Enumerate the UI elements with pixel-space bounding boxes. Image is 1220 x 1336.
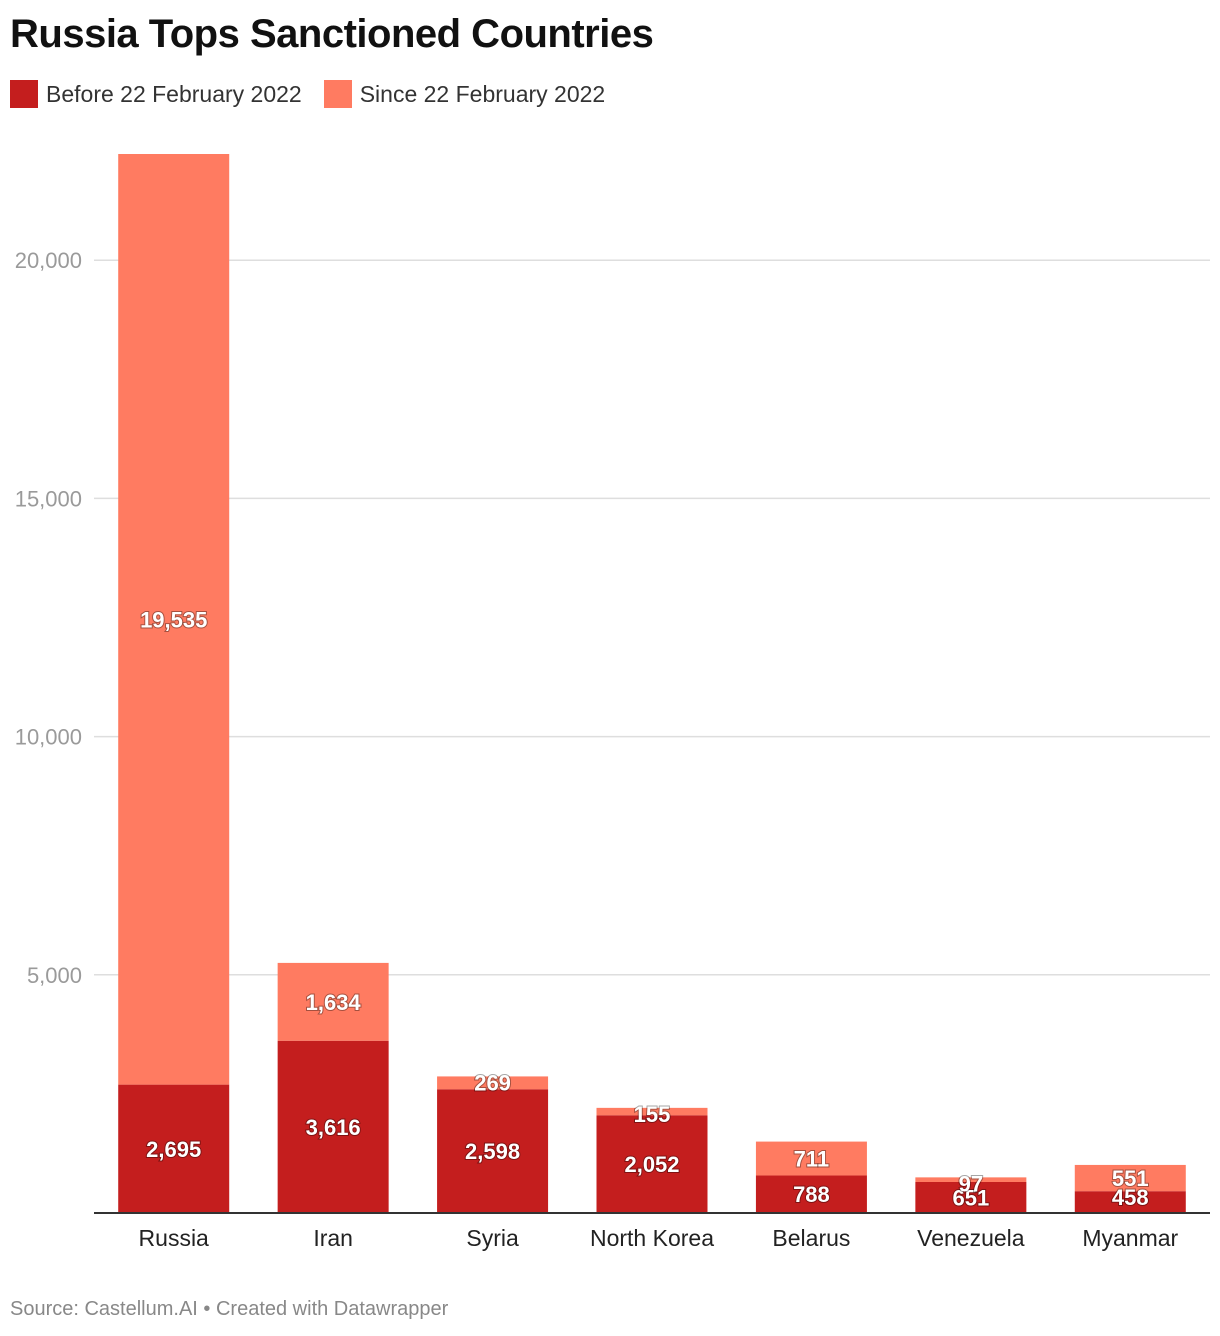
source-note: Source: Castellum.AI • Created with Data… — [10, 1298, 449, 1320]
bar-north-korea-since — [596, 1107, 708, 1116]
legend-item-before: Before 22 February 2022 — [10, 80, 302, 108]
legend-item-since: Since 22 February 2022 — [323, 80, 606, 108]
legend: Before 22 February 2022 Since 22 Februar… — [10, 80, 627, 108]
legend-swatch-since — [323, 80, 352, 108]
y-tick-label-15000: 15,000 — [15, 486, 82, 511]
legend-swatch-before — [10, 80, 38, 108]
x-tick-label-venezuela: Venezuela — [917, 1225, 1025, 1251]
bar-venezuela-since — [915, 1177, 1027, 1182]
x-tick-label-belarus: Belarus — [772, 1225, 850, 1251]
value-label-north-korea-since: 155 — [634, 1102, 671, 1127]
bar-venezuela-before — [915, 1181, 1027, 1213]
y-tick-label-20000: 20,000 — [15, 248, 82, 273]
bar-syria-since — [437, 1076, 549, 1090]
bar-belarus-since — [755, 1141, 867, 1176]
value-label-syria-before: 2,598 — [465, 1139, 520, 1164]
value-label-myanmar-since: 551 — [1112, 1166, 1149, 1191]
chart-title: Russia Tops Sanctioned Countries — [10, 12, 654, 56]
bar-iran-since — [277, 962, 389, 1041]
y-tick-label-10000: 10,000 — [15, 725, 82, 750]
value-label-belarus-since: 711 — [794, 1147, 830, 1172]
y-tick-label-5000: 5,000 — [27, 963, 82, 988]
value-label-north-korea-before: 2,052 — [624, 1152, 679, 1177]
x-tick-label-russia: Russia — [139, 1225, 210, 1251]
value-label-venezuela-since: 97 — [959, 1171, 983, 1196]
value-label-venezuela-before: 651 — [952, 1185, 989, 1210]
bar-myanmar-before — [1074, 1191, 1186, 1213]
bar-syria-before — [437, 1089, 549, 1213]
bar-iran-before — [277, 1040, 389, 1213]
legend-label-since: Since 22 February 2022 — [359, 80, 606, 107]
value-label-russia-before: 2,695 — [146, 1137, 201, 1162]
bar-chart: 5,000 10,000 15,000 20,000 2,695 19,535 Russia… — [15, 154, 1210, 1251]
value-label-russia-since: 19,535 — [140, 607, 207, 632]
value-label-belarus-before: 788 — [793, 1182, 830, 1207]
bar-belarus-before — [755, 1175, 867, 1213]
x-tick-label-syria: Syria — [466, 1225, 519, 1251]
bar-myanmar-since — [1074, 1164, 1186, 1192]
x-tick-label-north-korea: North Korea — [590, 1225, 714, 1251]
bar-north-korea-before — [596, 1115, 708, 1213]
bar-russia-before — [118, 1084, 230, 1213]
x-tick-label-iran: Iran — [313, 1225, 353, 1251]
value-label-myanmar-before: 458 — [1112, 1185, 1149, 1210]
value-label-iran-before: 3,616 — [306, 1115, 361, 1140]
value-label-syria-since: 269 — [474, 1070, 511, 1095]
bar-russia-since — [118, 154, 230, 1085]
x-tick-label-myanmar: Myanmar — [1082, 1225, 1178, 1251]
legend-label-before: Before 22 February 2022 — [46, 80, 302, 107]
value-label-iran-since: 1,634 — [306, 990, 362, 1015]
